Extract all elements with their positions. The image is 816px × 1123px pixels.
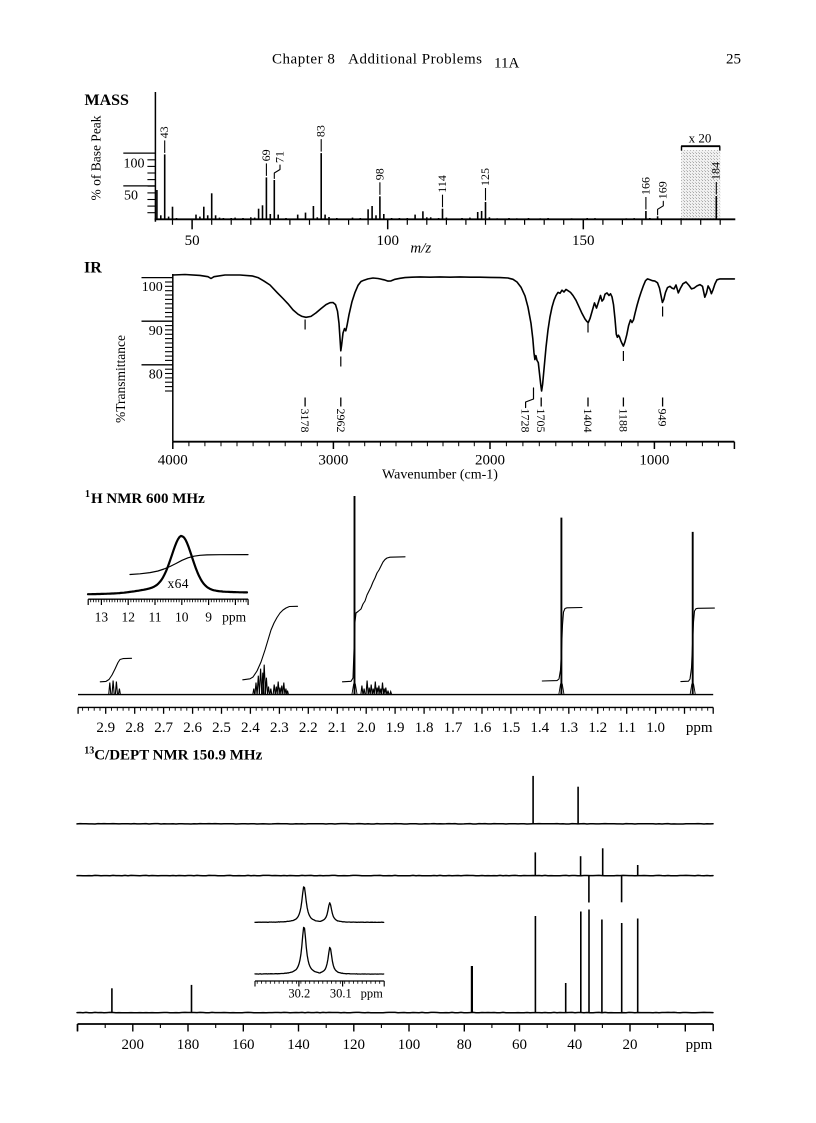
svg-text:4000: 4000 [158,453,188,469]
svg-text:2000: 2000 [475,453,505,469]
svg-text:180: 180 [177,1037,200,1053]
svg-text:2.6: 2.6 [183,720,202,736]
svg-text:1404: 1404 [581,409,595,433]
svg-text:2.2: 2.2 [299,720,318,736]
svg-text:169: 169 [656,181,670,199]
svg-text:2.1: 2.1 [328,720,347,736]
svg-text:m/z: m/z [410,241,431,257]
svg-text:114: 114 [435,175,449,193]
svg-text:80: 80 [149,367,163,382]
svg-text:IR: IR [84,260,102,277]
svg-text:11A: 11A [494,56,519,72]
svg-text:50: 50 [185,233,200,249]
svg-text:2.8: 2.8 [125,720,144,736]
svg-text:1.3: 1.3 [559,720,578,736]
svg-text:% of Base Peak: % of Base Peak [89,115,104,200]
svg-text:1.8: 1.8 [415,720,434,736]
svg-text:184: 184 [709,162,723,180]
svg-text:1728: 1728 [519,409,533,433]
svg-text:100: 100 [398,1037,421,1053]
svg-text:11: 11 [149,610,162,625]
svg-text:25: 25 [726,52,741,68]
svg-text:69: 69 [259,149,273,161]
svg-text:949: 949 [656,409,670,427]
svg-text:3000: 3000 [318,453,348,469]
svg-text:1000: 1000 [639,453,669,469]
svg-text:1.4: 1.4 [530,720,549,736]
svg-text:1705: 1705 [534,409,548,433]
svg-text:2.5: 2.5 [212,720,231,736]
svg-text:125: 125 [478,168,492,186]
svg-text:30.1: 30.1 [330,987,352,1001]
svg-text:98: 98 [372,168,386,180]
svg-text:10: 10 [175,610,189,625]
svg-text:1.0: 1.0 [646,720,665,736]
svg-text:12: 12 [121,610,135,625]
svg-text:1.6: 1.6 [473,720,492,736]
svg-text:2.9: 2.9 [96,720,115,736]
svg-text:2962: 2962 [334,409,348,433]
svg-text:50: 50 [124,188,138,203]
svg-text:H NMR 600 MHz: H NMR 600 MHz [91,491,205,507]
svg-text:100: 100 [124,157,145,172]
svg-text:160: 160 [232,1037,255,1053]
svg-text:Wavenumber (cm-1): Wavenumber (cm-1) [382,468,498,483]
svg-text:166: 166 [638,177,652,195]
svg-text:60: 60 [512,1037,527,1053]
svg-text:100: 100 [376,233,399,249]
svg-text:200: 200 [122,1037,145,1053]
svg-text:ppm: ppm [222,610,247,625]
svg-text:3178: 3178 [298,409,312,433]
svg-text:1.9: 1.9 [386,720,405,736]
svg-text:80: 80 [457,1037,472,1053]
svg-text:30.2: 30.2 [288,987,310,1001]
svg-text:43: 43 [157,126,171,138]
svg-text:13: 13 [84,746,94,757]
svg-text:2.3: 2.3 [270,720,289,736]
svg-text:ppm: ppm [686,1037,713,1053]
svg-text:71: 71 [272,151,286,163]
svg-text:120: 120 [343,1037,366,1053]
svg-text:1.7: 1.7 [444,720,463,736]
svg-text:20: 20 [623,1037,638,1053]
svg-text:MASS: MASS [85,92,130,109]
svg-text:13: 13 [95,610,109,625]
svg-text:1.1: 1.1 [617,720,636,736]
svg-text:Chapter 8 Additional Problem: Chapter 8 Additional Problems [272,52,482,68]
svg-text:2.0: 2.0 [357,720,376,736]
svg-text:x 20: x 20 [689,131,712,146]
svg-text:2.4: 2.4 [241,720,260,736]
svg-text:ppm: ppm [686,720,713,736]
svg-text:90: 90 [149,324,163,339]
svg-text:1.5: 1.5 [502,720,521,736]
svg-text:100: 100 [142,280,163,295]
svg-text:83: 83 [314,125,328,137]
svg-text:9: 9 [205,610,212,625]
svg-text:2.7: 2.7 [154,720,173,736]
svg-text:1.2: 1.2 [588,720,607,736]
svg-text:x64: x64 [168,576,189,591]
svg-text:40: 40 [567,1037,582,1053]
svg-text:C/DEPT NMR 150.9 MHz: C/DEPT NMR 150.9 MHz [94,748,262,764]
svg-text:1: 1 [85,489,90,500]
svg-text:150: 150 [572,233,595,249]
svg-text:1188: 1188 [616,409,630,433]
svg-text:%Transmittance: %Transmittance [113,335,128,423]
svg-text:140: 140 [287,1037,310,1053]
svg-text:ppm: ppm [361,987,384,1001]
